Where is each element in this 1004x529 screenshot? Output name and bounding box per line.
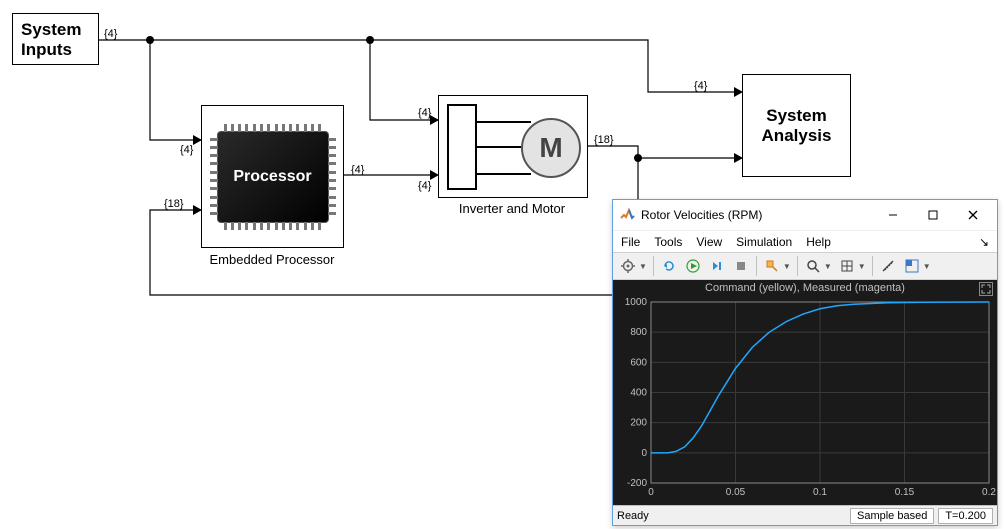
svg-text:400: 400 <box>630 388 647 399</box>
dropdown-caret[interactable]: ▼ <box>824 262 832 271</box>
svg-text:1000: 1000 <box>625 298 648 308</box>
status-ready: Ready <box>617 510 846 522</box>
scope-toolbar: ▼ ▼ ▼ ▼ ▼ <box>613 252 997 280</box>
block-label: System Analysis <box>762 106 832 145</box>
maximize-button[interactable] <box>913 201 953 229</box>
signal-label: {18} <box>594 134 614 146</box>
block-label: System Inputs <box>21 20 90 59</box>
svg-text:800: 800 <box>630 327 647 338</box>
signal-junction <box>634 154 642 162</box>
signal-label: {4} <box>418 107 431 119</box>
motor-phase-line <box>477 121 531 123</box>
scope-titlebar[interactable]: Rotor Velocities (RPM) <box>613 200 997 230</box>
svg-text:0.2: 0.2 <box>982 487 996 498</box>
menu-file[interactable]: File <box>621 235 640 249</box>
highlight-button[interactable] <box>761 255 783 277</box>
svg-text:0: 0 <box>641 448 647 459</box>
scope-plot-area: Command (yellow), Measured (magenta) -20… <box>613 280 997 505</box>
motor-phase-line <box>477 146 527 148</box>
minimize-button[interactable] <box>873 201 913 229</box>
unpin-icon[interactable]: ↘ <box>979 235 989 249</box>
menu-tools[interactable]: Tools <box>654 235 682 249</box>
motor-label: M <box>539 132 562 164</box>
stop-button[interactable] <box>730 255 752 277</box>
svg-text:0.15: 0.15 <box>895 487 915 498</box>
layout-button[interactable] <box>901 255 923 277</box>
plot-title: Command (yellow), Measured (magenta) <box>613 282 997 294</box>
svg-text:0.05: 0.05 <box>726 487 746 498</box>
measure-button[interactable] <box>877 255 899 277</box>
plot-canvas[interactable]: -2000200400600800100000.050.10.150.2 <box>613 298 997 501</box>
menu-help[interactable]: Help <box>806 235 831 249</box>
block-caption: Inverter and Motor <box>412 201 612 216</box>
close-button[interactable] <box>953 201 993 229</box>
matlab-icon <box>619 207 635 223</box>
scope-window[interactable]: Rotor Velocities (RPM) File Tools View S… <box>612 199 998 526</box>
signal-label: {4} <box>104 28 117 40</box>
dropdown-caret[interactable]: ▼ <box>639 262 647 271</box>
autoscale-button[interactable] <box>836 255 858 277</box>
svg-text:200: 200 <box>630 418 647 429</box>
zoom-button[interactable] <box>802 255 824 277</box>
signal-label: {18} <box>164 198 184 210</box>
scope-statusbar: Ready Sample based T=0.200 <box>613 505 997 525</box>
scope-menubar: File Tools View Simulation Help ↘ <box>613 230 997 252</box>
dropdown-caret[interactable]: ▼ <box>783 262 791 271</box>
block-caption: Embedded Processor <box>172 252 372 267</box>
signal-label: {4} <box>418 180 431 192</box>
scope-title: Rotor Velocities (RPM) <box>641 208 873 222</box>
block-system-inputs[interactable]: System Inputs <box>12 13 99 65</box>
plot-maximize-icon[interactable] <box>979 282 993 296</box>
svg-text:0: 0 <box>648 487 654 498</box>
menu-view[interactable]: View <box>696 235 722 249</box>
status-mode: Sample based <box>850 508 934 524</box>
signal-label: {4} <box>180 144 193 156</box>
svg-text:0.1: 0.1 <box>813 487 827 498</box>
svg-text:-200: -200 <box>627 478 647 489</box>
motor-phase-line <box>477 173 531 175</box>
step-button[interactable] <box>706 255 728 277</box>
signal-junction <box>366 36 374 44</box>
dropdown-caret[interactable]: ▼ <box>923 262 931 271</box>
settings-button[interactable] <box>617 255 639 277</box>
dropdown-caret[interactable]: ▼ <box>858 262 866 271</box>
svg-text:600: 600 <box>630 357 647 368</box>
block-embedded-processor[interactable]: Processor <box>201 105 344 248</box>
signal-label: {4} <box>351 164 364 176</box>
processor-chip-icon: Processor <box>217 131 329 223</box>
motor-icon: M <box>521 118 581 178</box>
signal-junction <box>146 36 154 44</box>
inverter-icon <box>447 104 477 190</box>
status-time: T=0.200 <box>938 508 993 524</box>
block-system-analysis[interactable]: System Analysis <box>742 74 851 177</box>
restart-button[interactable] <box>658 255 680 277</box>
run-button[interactable] <box>682 255 704 277</box>
block-inverter-motor[interactable]: M <box>438 95 588 198</box>
processor-chip-label: Processor <box>233 168 311 186</box>
menu-simulation[interactable]: Simulation <box>736 235 792 249</box>
signal-label: {4} <box>694 80 707 92</box>
